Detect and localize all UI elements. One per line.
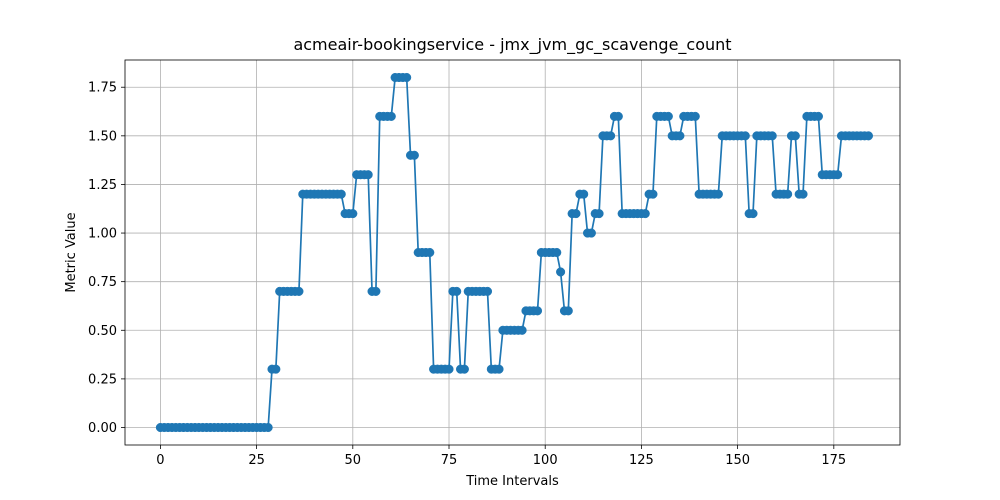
data-point [563,306,573,316]
data-point [594,209,604,219]
data-point [294,286,304,296]
data-point [586,228,596,238]
y-tick-label: 0.25 [88,372,117,387]
data-point [386,111,396,121]
data-point [409,150,419,160]
series-layer [155,72,874,433]
data-point [690,111,700,121]
x-tick-label: 125 [629,453,654,468]
data-point [713,189,723,199]
y-axis-label: Metric Value [64,212,79,292]
x-tick-label: 50 [345,453,362,468]
plot-frame [124,59,901,446]
data-point [767,131,777,141]
data-point [552,247,562,258]
x-axis-ticks: 0 25 50 75 100 125 150 175 [156,445,846,468]
data-point [790,131,800,141]
data-point [263,422,273,433]
data-point [363,170,373,180]
data-point [606,131,616,141]
data-point [336,189,346,199]
data-point [798,189,808,199]
data-point [783,189,793,199]
data-point [740,131,750,141]
data-point [494,364,504,374]
y-tick-label: 0.00 [88,421,117,436]
data-point [348,209,358,219]
data-point [863,131,874,141]
y-tick-label: 0.50 [88,324,117,339]
data-point [532,306,543,316]
x-tick-label: 25 [248,453,265,468]
data-point [640,209,650,219]
vertical-gridlines [160,60,835,445]
data-point [675,131,685,141]
data-point [444,364,454,374]
data-point [579,189,589,199]
data-point [613,111,623,121]
data-point [517,325,527,335]
data-point [452,286,462,296]
plot-area-background [125,60,900,445]
x-tick-label: 150 [725,453,750,468]
x-tick-label: 0 [156,453,164,468]
data-point [482,286,493,296]
y-tick-label: 1.00 [88,227,117,242]
data-point [402,72,412,83]
x-axis-label: Time Intervals [465,474,559,489]
data-point [663,111,673,121]
y-tick-label: 1.75 [88,81,117,96]
y-tick-label: 0.75 [88,275,117,290]
y-axis-ticks: 0.00 0.25 0.50 0.75 1.00 1.25 1.50 1.75 [88,81,125,436]
data-point [813,111,823,121]
data-point [425,247,435,258]
x-tick-label: 100 [533,453,558,468]
data-point [371,286,381,296]
x-tick-label: 75 [441,453,458,468]
y-tick-label: 1.25 [88,178,117,193]
data-point [833,170,843,180]
data-point [748,209,758,219]
chart-title: acmeair-bookingservice - jmx_jvm_gc_scav… [293,35,731,55]
data-point [571,209,581,219]
data-point [459,364,469,374]
data-point [648,189,658,199]
y-tick-label: 1.50 [88,129,117,144]
data-point [271,364,281,374]
data-point [556,267,566,277]
x-tick-label: 175 [821,453,846,468]
